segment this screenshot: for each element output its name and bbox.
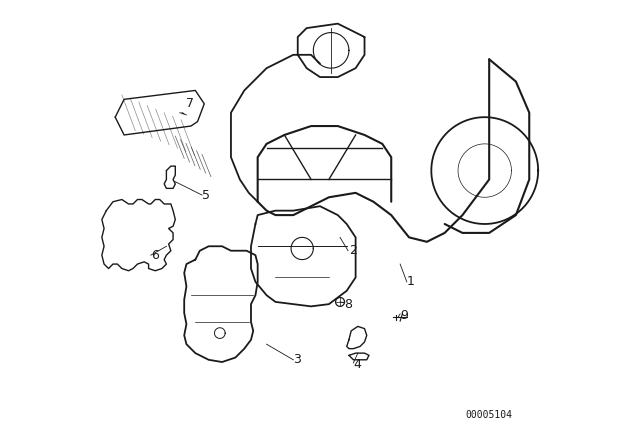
Text: 8: 8 (344, 297, 353, 310)
Text: 6: 6 (151, 249, 159, 262)
Text: 1: 1 (407, 276, 415, 289)
Text: 4: 4 (353, 358, 361, 371)
Text: 00005104: 00005104 (466, 410, 513, 420)
Text: 3: 3 (293, 353, 301, 366)
Text: 5: 5 (202, 189, 210, 202)
Text: 9: 9 (400, 309, 408, 322)
Text: 2: 2 (349, 244, 357, 257)
Text: 7: 7 (186, 97, 195, 110)
